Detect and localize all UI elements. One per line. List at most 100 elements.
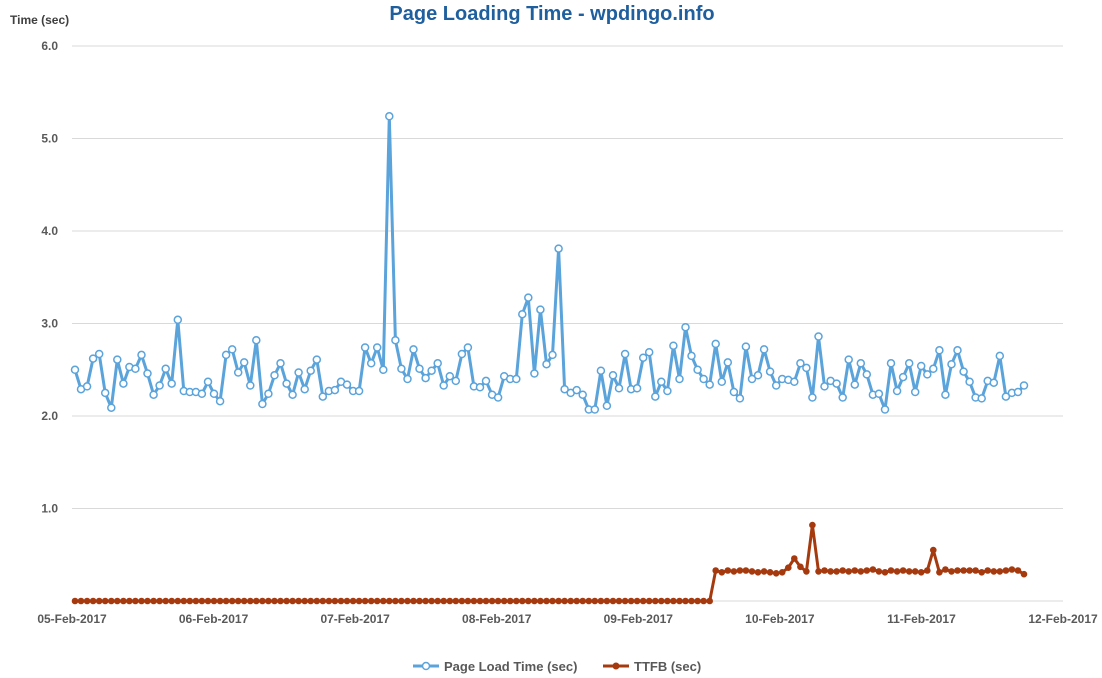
data-point-ttfb <box>772 570 780 577</box>
data-point-page-load <box>1019 381 1029 390</box>
data-point-ttfb <box>664 597 671 605</box>
data-point-ttfb <box>881 569 889 576</box>
data-point-page-load <box>862 370 872 379</box>
data-point-page-load <box>518 309 527 319</box>
data-point-ttfb <box>440 597 448 605</box>
data-point-ttfb <box>815 568 822 575</box>
data-point-ttfb <box>89 597 97 605</box>
data-point-ttfb <box>936 569 943 576</box>
data-point-page-load <box>723 358 733 367</box>
data-point-ttfb <box>120 597 127 605</box>
data-point-page-load <box>227 345 237 354</box>
data-point-ttfb <box>803 568 810 575</box>
data-point-ttfb <box>404 597 411 605</box>
y-tick-label: 6.0 <box>41 39 58 53</box>
x-tick-label: 11-Feb-2017 <box>887 612 956 626</box>
data-point-ttfb <box>730 568 738 575</box>
data-point-page-load <box>149 390 158 399</box>
data-point-ttfb <box>645 597 653 605</box>
data-point-page-load <box>276 359 285 368</box>
data-point-ttfb <box>349 597 357 605</box>
data-point-page-load <box>451 376 461 386</box>
data-point-page-load <box>838 393 847 402</box>
data-point-ttfb <box>482 597 490 605</box>
data-point-ttfb <box>555 597 562 605</box>
data-point-ttfb <box>972 567 979 574</box>
data-point-ttfb <box>966 567 973 574</box>
data-point-ttfb <box>216 597 224 605</box>
y-axis-label: Time (sec) <box>10 13 69 27</box>
data-point-page-load <box>693 365 702 375</box>
data-point-page-load <box>119 379 128 388</box>
data-point-ttfb <box>809 521 816 529</box>
data-point-ttfb <box>422 597 429 605</box>
data-point-ttfb <box>736 567 744 574</box>
data-point-ttfb <box>77 597 85 605</box>
data-point-page-load <box>602 401 612 411</box>
data-point-ttfb <box>373 597 381 605</box>
data-point-ttfb <box>960 567 967 574</box>
data-point-ttfb <box>887 567 895 574</box>
data-point-ttfb <box>240 597 248 605</box>
data-point-ttfb <box>857 568 865 575</box>
data-point-ttfb <box>488 597 496 605</box>
y-tick-labels: 1.0 2.0 3.0 4.0 5.0 6.0 <box>41 39 58 516</box>
data-point-ttfb <box>778 569 786 576</box>
x-tick-label: 12-Feb-2017 <box>1028 612 1098 626</box>
data-point-ttfb <box>416 597 423 605</box>
data-point-ttfb <box>331 597 339 605</box>
data-point-page-load <box>70 365 80 375</box>
data-point-ttfb <box>1008 566 1016 573</box>
data-point-page-load <box>620 349 630 359</box>
data-point-page-load <box>910 387 920 397</box>
data-point-ttfb <box>658 597 665 605</box>
data-point-page-load <box>306 366 315 375</box>
data-point-page-load <box>850 380 860 389</box>
data-point-page-load <box>300 384 309 394</box>
data-point-ttfb <box>513 597 520 605</box>
data-point-ttfb <box>283 597 290 605</box>
data-point-ttfb <box>162 597 169 605</box>
data-point-page-load <box>886 359 896 368</box>
data-point-ttfb <box>978 569 986 576</box>
data-point-page-load <box>929 364 938 374</box>
data-point-ttfb <box>428 597 435 605</box>
data-point-ttfb <box>234 597 242 605</box>
data-point-page-load <box>560 384 569 394</box>
data-point-ttfb <box>652 597 659 605</box>
data-point-ttfb <box>252 597 260 605</box>
data-point-page-load <box>415 364 424 374</box>
data-point-ttfb <box>791 555 798 562</box>
data-point-page-load <box>197 389 207 399</box>
data-point-ttfb <box>694 597 701 605</box>
data-point-ttfb <box>706 597 714 605</box>
data-point-page-load <box>904 359 914 368</box>
data-point-ttfb <box>83 597 91 605</box>
data-point-page-load <box>427 366 436 375</box>
data-point-page-load <box>270 371 279 380</box>
data-point-page-load <box>264 389 273 399</box>
data-point-ttfb <box>210 597 218 605</box>
data-point-ttfb <box>108 597 115 605</box>
data-point-page-load <box>790 377 799 387</box>
data-point-ttfb <box>168 597 175 605</box>
data-point-page-load <box>409 345 418 354</box>
data-point-page-load <box>590 405 600 414</box>
legend-label-page-load: Page Load Time (sec) <box>444 659 577 674</box>
data-point-ttfb <box>259 597 266 605</box>
data-point-ttfb <box>343 597 351 605</box>
data-point-page-load <box>681 322 690 332</box>
data-point-ttfb <box>247 597 254 605</box>
data-point-page-load <box>844 355 853 364</box>
data-point-ttfb <box>603 597 611 605</box>
data-point-ttfb <box>700 597 707 605</box>
data-point-ttfb <box>549 597 556 605</box>
data-point-ttfb <box>839 567 847 574</box>
data-point-page-load <box>342 380 352 389</box>
data-point-ttfb <box>410 597 417 605</box>
data-point-ttfb <box>150 597 157 605</box>
series-line-ttfb <box>75 523 1025 603</box>
data-point-ttfb <box>760 568 768 575</box>
data-point-page-load <box>989 378 999 387</box>
data-point-page-load <box>759 345 769 354</box>
